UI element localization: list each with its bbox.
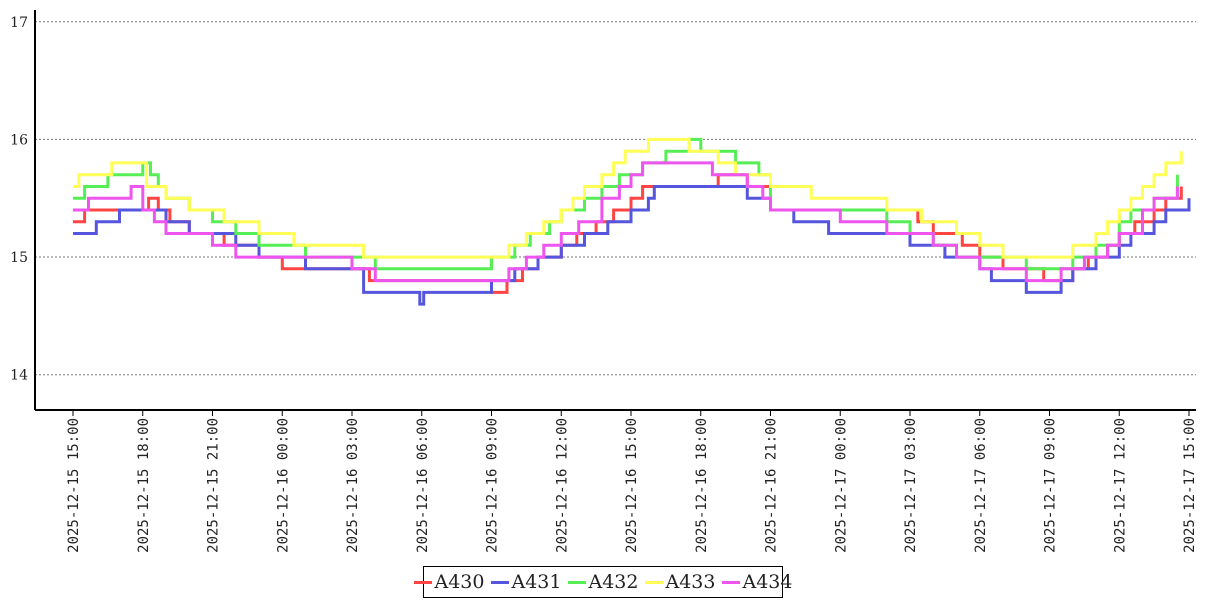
legend-swatch [567,580,586,584]
legend-item-a430: A430 [413,571,485,593]
y-tick-label: 15 [10,250,28,266]
legend-label: A434 [742,571,793,593]
x-tick-label: 2025-12-15 18:00 [136,418,152,553]
legend-item-a434: A434 [721,571,793,593]
series-lines [73,137,1191,306]
x-tick-labels: 2025-12-15 15:00 2025-12-15 18:00 2025-12-… [66,410,1198,553]
x-tick-label: 2025-12-16 09:00 [485,418,501,553]
x-tick-label: 2025-12-15 21:00 [206,418,222,553]
y-tick-label: 14 [10,368,28,384]
legend-item-a433: A433 [644,571,716,593]
y-tick-label: 17 [10,15,28,31]
legend-label: A432 [588,571,639,593]
legend-label: A430 [434,571,485,593]
x-tick-label: 2025-12-17 00:00 [833,418,849,553]
legend-item-a431: A431 [490,571,562,593]
y-tick-labels: 14 15 16 17 [10,15,28,384]
legend-label: A431 [511,571,562,593]
x-tick-label: 2025-12-16 06:00 [415,418,431,553]
x-tick-label: 2025-12-16 15:00 [624,418,640,553]
x-tick-label: 2025-12-16 21:00 [764,418,780,553]
x-tick-label: 2025-12-17 09:00 [1043,418,1059,553]
series-line-a433 [73,137,1183,259]
legend-label: A433 [665,571,716,593]
x-tick-label: 2025-12-16 18:00 [694,418,710,553]
x-tick-label: 2025-12-16 03:00 [345,418,361,553]
legend-item-a432: A432 [567,571,639,593]
x-tick-label: 2025-12-17 03:00 [903,418,919,553]
x-tick-label: 2025-12-17 06:00 [973,418,989,553]
x-tick-label: 2025-12-15 15:00 [66,418,82,553]
legend-swatch [490,580,509,584]
legend-swatch [721,580,740,584]
gridlines [35,21,1196,376]
legend-swatch [413,580,432,584]
x-tick-label: 2025-12-16 00:00 [275,418,291,553]
legend-swatch [644,580,663,584]
chart-legend: A430 A431 A432 A433 A434 [413,566,793,598]
x-tick-label: 2025-12-17 12:00 [1112,418,1128,553]
series-line-a431 [73,185,1191,306]
x-tick-label: 2025-12-16 12:00 [554,418,570,553]
series-line-a434 [73,161,1179,283]
x-tick-label: 2025-12-17 15:00 [1182,418,1198,553]
y-tick-label: 16 [10,132,28,148]
